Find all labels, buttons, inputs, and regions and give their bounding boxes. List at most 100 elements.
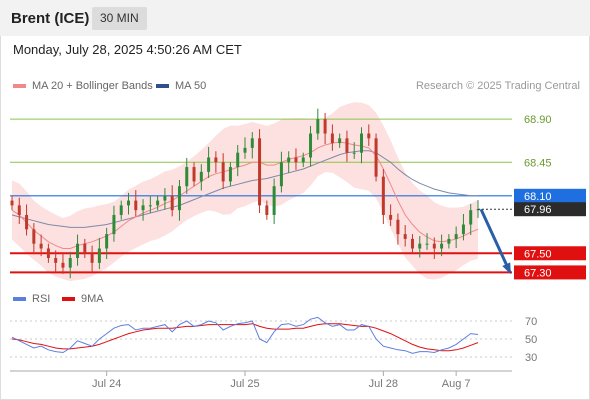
candle-body xyxy=(32,229,36,244)
target-arrow-head xyxy=(502,262,511,275)
candle-body xyxy=(440,243,444,249)
candle-body xyxy=(170,195,174,211)
timeframe-badge[interactable]: 30 MIN xyxy=(92,7,147,30)
candle-body xyxy=(61,262,65,268)
bollinger-band xyxy=(12,102,478,282)
candle-body xyxy=(389,214,393,220)
candle-body xyxy=(352,152,356,154)
candle-body xyxy=(221,162,225,182)
legend-ma50-label: MA 50 xyxy=(175,80,207,92)
candle-body xyxy=(309,133,313,158)
candle-body xyxy=(76,243,80,259)
candle-body xyxy=(163,195,167,201)
candle-body xyxy=(177,186,181,211)
candle-body xyxy=(425,243,429,245)
candle-body xyxy=(127,200,130,206)
ma20-line xyxy=(11,141,479,249)
candle-body xyxy=(214,157,218,163)
candle-body xyxy=(17,205,21,215)
candle-body xyxy=(199,171,203,182)
candle-body xyxy=(447,238,451,244)
legend-ma20-bollinger: MA 20 + Bollinger Bands xyxy=(13,80,153,92)
rsi-tick-label: 70 xyxy=(525,316,537,328)
candle-body xyxy=(54,258,58,263)
candle-body xyxy=(46,248,50,259)
candle-body xyxy=(90,253,94,263)
candle-body xyxy=(265,205,269,215)
ma50-line xyxy=(11,150,478,228)
candle-body xyxy=(330,133,334,144)
candle-body xyxy=(338,138,342,144)
research-credit: Research © 2025 Trading Central xyxy=(415,80,580,92)
candle-body xyxy=(272,186,276,215)
candle-body xyxy=(97,248,101,263)
legend-ma50: MA 50 xyxy=(156,80,206,92)
legend-ma20-label: MA 20 + Bollinger Bands xyxy=(32,80,153,92)
candle-body xyxy=(367,133,371,139)
datetime-label: Monday, July 28, 2025 4:50:26 AM CET xyxy=(13,42,242,57)
instrument-title: Brent (ICE) xyxy=(11,10,90,27)
candle-body xyxy=(287,157,291,163)
level-label-68.10: 68.10 xyxy=(524,191,552,203)
candle-body xyxy=(228,167,232,182)
candle-body xyxy=(207,157,211,172)
candle-body xyxy=(156,200,160,206)
candle-body xyxy=(243,147,247,153)
candle-body xyxy=(39,243,43,249)
candle-body xyxy=(185,167,189,187)
rsi-tick-label: 30 xyxy=(525,352,537,364)
level-label-68.90: 68.90 xyxy=(524,114,552,126)
ma9-swatch xyxy=(62,297,75,302)
candle-body xyxy=(316,119,320,134)
level-tag-67.30 xyxy=(514,265,586,280)
legend-rsi-label: RSI xyxy=(32,293,51,305)
ma9-line xyxy=(11,323,479,352)
x-tick-label: Jul 28 xyxy=(369,378,398,390)
candle-body xyxy=(192,167,196,182)
level-tag-68.10 xyxy=(514,188,586,203)
candle-body xyxy=(148,205,152,207)
candle-body xyxy=(360,133,363,153)
candle-body xyxy=(432,243,436,249)
candle-body xyxy=(396,219,400,235)
candle-body xyxy=(250,138,254,148)
x-tick-label: Jul 25 xyxy=(230,378,259,390)
level-label-67.50: 67.50 xyxy=(524,248,552,260)
ma20-swatch xyxy=(13,84,26,89)
candle-body xyxy=(236,152,240,168)
candle-body xyxy=(25,214,29,230)
candle-body xyxy=(141,205,145,211)
candle-body xyxy=(381,176,385,215)
candle-body xyxy=(134,200,138,211)
level-tag-67.50 xyxy=(514,246,586,261)
legend-9ma: 9MA xyxy=(62,293,104,305)
candle-body xyxy=(323,119,327,134)
rsi-line xyxy=(11,316,479,354)
rsi-tick-label: 50 xyxy=(525,334,537,346)
candle-body xyxy=(301,157,305,163)
ma50-swatch xyxy=(156,84,169,89)
rsi-swatch xyxy=(13,297,26,302)
candle-body xyxy=(119,205,123,215)
legend-rsi: RSI xyxy=(13,293,50,305)
x-tick-label: Jul 24 xyxy=(92,378,121,390)
candle-body xyxy=(68,258,72,268)
candle-body xyxy=(294,157,298,163)
candle-body xyxy=(461,224,465,235)
candle-body xyxy=(258,138,262,206)
candle-body xyxy=(345,138,349,153)
candle-body xyxy=(454,234,458,239)
level-label-67.30: 67.30 xyxy=(524,267,552,279)
candle-body xyxy=(403,234,407,239)
candle-body xyxy=(105,234,109,249)
candle-body xyxy=(10,200,14,206)
target-arrow-shaft xyxy=(479,208,512,274)
level-label-68.45: 68.45 xyxy=(524,157,552,169)
candle-body xyxy=(410,238,414,249)
candle-body xyxy=(83,243,87,254)
candle-body xyxy=(112,214,116,235)
last-price-label: 67.96 xyxy=(524,204,552,216)
legend-9ma-label: 9MA xyxy=(81,293,104,305)
candle-body xyxy=(279,162,283,187)
